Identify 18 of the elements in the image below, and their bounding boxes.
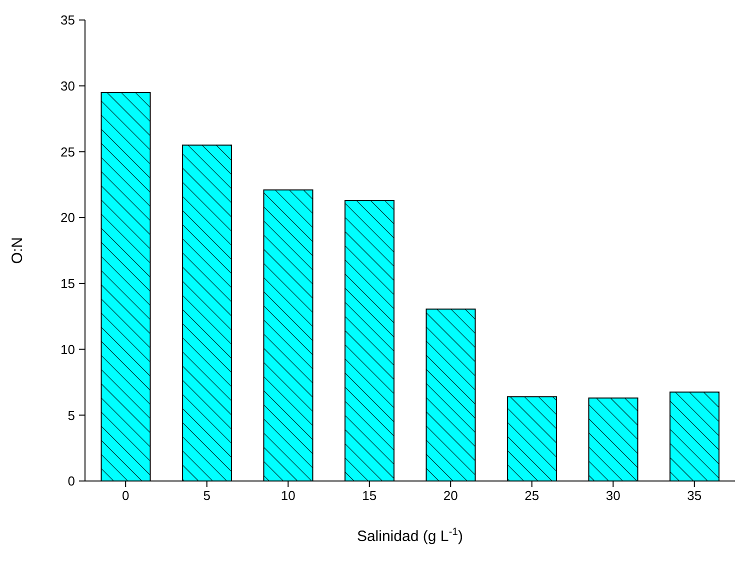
- y-tick-label: 0: [68, 474, 75, 489]
- x-tick-label: 15: [362, 488, 377, 504]
- y-tick-label: 30: [60, 78, 75, 94]
- x-tick-label: 30: [606, 488, 620, 504]
- y-tick-label: 25: [60, 144, 75, 160]
- y-tick-label: 20: [60, 210, 75, 226]
- y-tick-label: 15: [60, 276, 75, 292]
- x-tick-label: 5: [203, 488, 210, 504]
- y-tick-label: 10: [60, 342, 75, 357]
- x-tick-label: 35: [687, 488, 702, 504]
- x-tick-label: 10: [280, 488, 296, 504]
- y-tick-label: 35: [60, 12, 75, 28]
- x-tick-label: 20: [443, 488, 458, 504]
- y-axis-title: O:N: [9, 237, 26, 264]
- x-axis-title: Salinidad (g L$^{-1}$): [356, 526, 464, 545]
- x-tick-label: 25: [524, 488, 540, 504]
- y-tick-label: 5: [68, 408, 75, 423]
- x-tick-label: 0: [122, 488, 130, 504]
